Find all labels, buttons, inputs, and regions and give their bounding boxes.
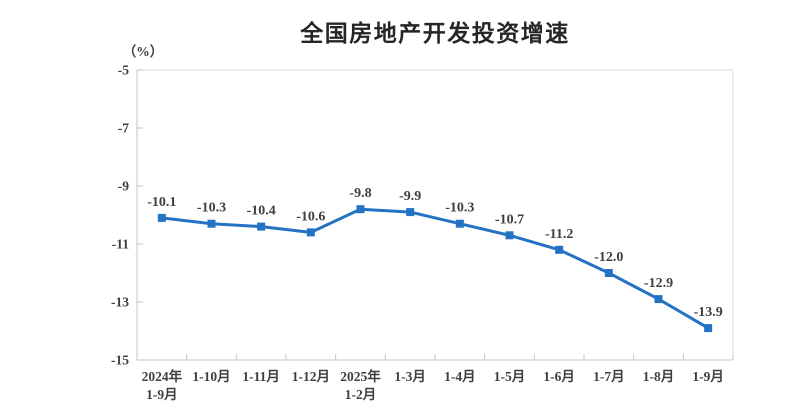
data-point-marker	[604, 269, 613, 277]
x-category-label: 1-5月	[494, 369, 526, 384]
x-category-label: 1-10月	[192, 369, 230, 384]
x-category-label: 1-12月	[292, 369, 330, 384]
data-point-label: -10.3	[445, 201, 474, 216]
data-point-label: -9.8	[349, 186, 371, 201]
x-category-label: 2024年	[142, 368, 183, 384]
x-category-label: 2025年	[340, 368, 381, 384]
y-tick-label: -13	[111, 295, 129, 310]
data-point-marker	[306, 228, 315, 237]
x-category-label: 1-11月	[242, 369, 280, 384]
y-tick-label: -5	[118, 63, 129, 78]
data-point-marker	[704, 324, 713, 333]
data-point-label: -10.6	[296, 209, 325, 224]
trend-line	[160, 207, 710, 330]
x-category-label: 1-2月	[345, 387, 377, 402]
data-point-label: -10.1	[147, 195, 176, 210]
data-point-label: -13.9	[694, 305, 723, 320]
x-category-label: 1-6月	[543, 369, 575, 384]
y-tick-label: -15	[111, 353, 129, 368]
data-point-label: -10.4	[247, 204, 276, 219]
data-point-marker	[555, 245, 564, 254]
chart-title: 全国房地产开发投资增速	[300, 21, 570, 46]
x-category-label: 1-8月	[643, 369, 675, 384]
x-category-label: 1-4月	[444, 369, 476, 384]
data-point-marker	[455, 219, 464, 228]
x-category-label: 1-7月	[593, 369, 625, 384]
data-point-marker	[654, 295, 663, 304]
data-point-marker	[406, 208, 415, 217]
data-point-label: -11.2	[545, 227, 573, 242]
y-tick-label: -7	[118, 121, 129, 136]
data-point-label: -12.0	[594, 250, 623, 265]
y-tick-label: -11	[112, 237, 130, 252]
data-point-label: -10.7	[495, 212, 524, 227]
x-category-label: 1-9月	[146, 387, 178, 402]
data-point-label: -10.3	[197, 201, 226, 216]
x-category-label: 1-9月	[692, 369, 724, 384]
data-point-marker	[207, 219, 216, 228]
y-tick-label: -9	[118, 179, 129, 194]
y-axis-unit-label: （%）	[122, 44, 164, 59]
data-point-marker	[157, 213, 166, 222]
data-point-label: -9.9	[399, 189, 421, 204]
data-point-marker	[257, 222, 266, 231]
data-point-label: -12.9	[644, 276, 673, 291]
x-category-label: 1-3月	[394, 369, 426, 384]
data-point-marker	[356, 205, 365, 214]
data-point-marker	[505, 231, 514, 240]
